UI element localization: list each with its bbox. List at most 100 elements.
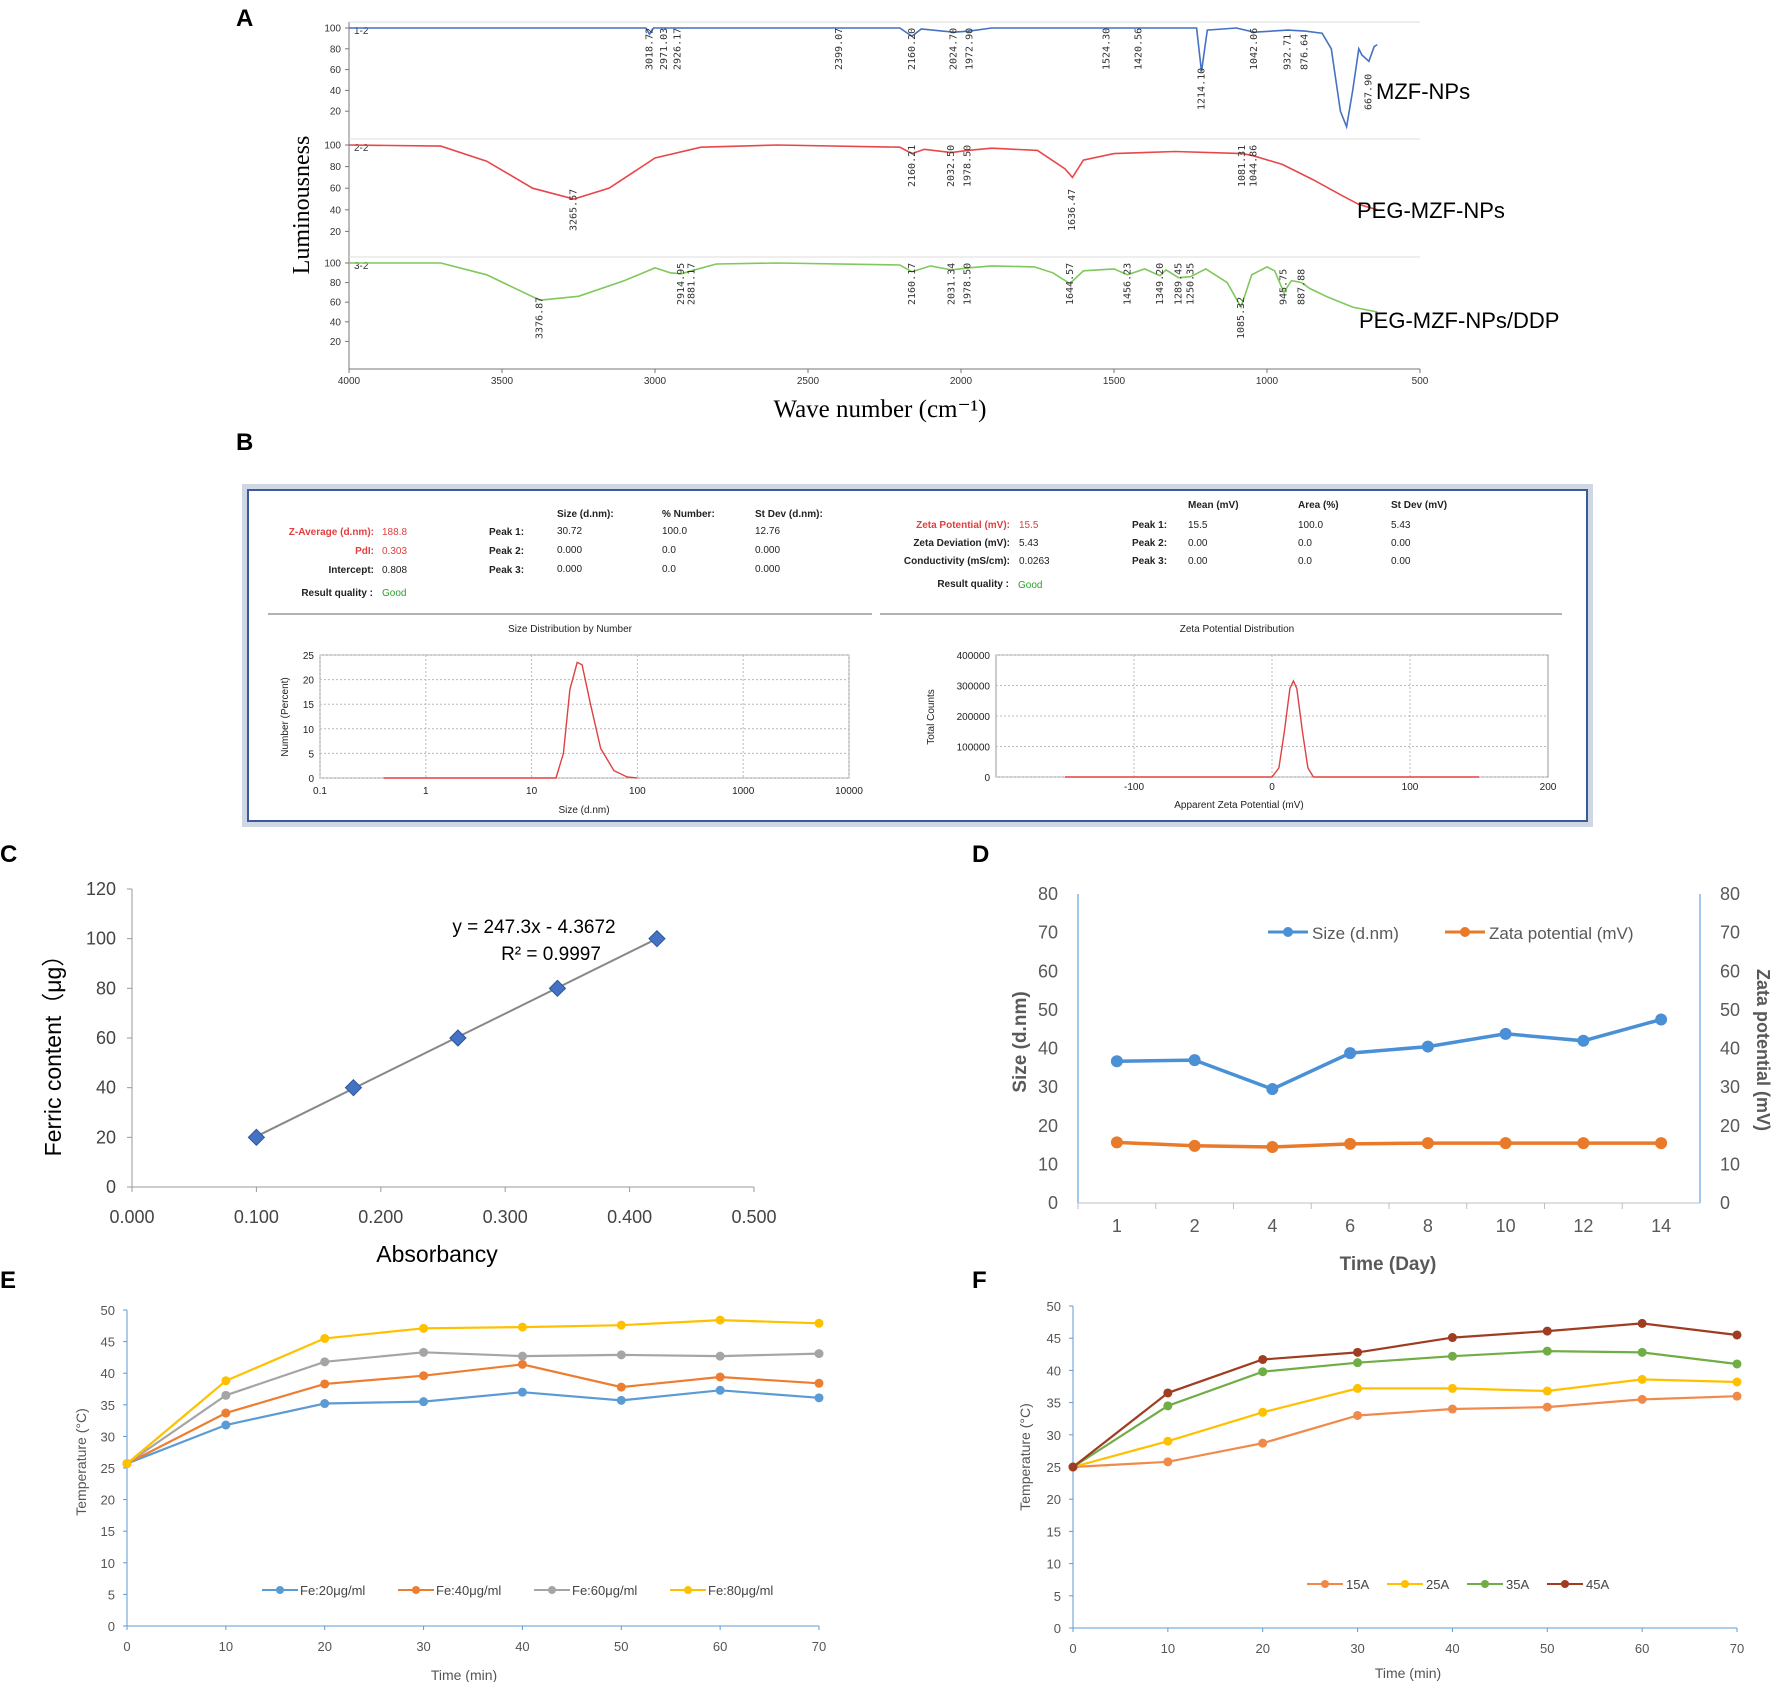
heating-e-series-line-2 bbox=[126, 1363, 820, 1465]
legend-fe60: Fe:60μg/ml bbox=[572, 1583, 637, 1598]
heating-f-series-point-1 bbox=[1447, 1404, 1457, 1414]
size-dist-curve bbox=[383, 661, 638, 779]
heating-f-series-point-1 bbox=[1258, 1438, 1268, 1448]
size-header-number: % Number: bbox=[662, 509, 715, 520]
size-quality-label: Result quality : bbox=[301, 588, 373, 599]
ftir-peak-label: 876.64 bbox=[1300, 34, 1311, 70]
heating-e-xtick: 10 bbox=[219, 1639, 233, 1654]
zeta-dist-title: Zeta Potential Distribution bbox=[1180, 624, 1295, 635]
heating-e-series-point-2 bbox=[715, 1372, 725, 1382]
size-dist-xtick: 0.1 bbox=[313, 786, 327, 797]
ftir-ytick-label: 100 bbox=[324, 24, 341, 35]
ftir-peak-label: 2160.21 bbox=[907, 145, 918, 187]
size-dist-xtick: 1 bbox=[423, 786, 429, 797]
heating-e-series-point-1 bbox=[221, 1420, 231, 1430]
heating-e-xtick: 20 bbox=[317, 1639, 331, 1654]
stability-series-line-1 bbox=[1116, 1017, 1662, 1091]
ftir-ytick-label: 20 bbox=[330, 337, 342, 348]
zeta-header-stdev: St Dev (mV) bbox=[1391, 500, 1447, 511]
heating-e-series-point-4 bbox=[122, 1459, 132, 1469]
calibration-y-label: Ferric content（μg） bbox=[40, 944, 66, 1157]
zeta-dist-ytick: 300000 bbox=[957, 682, 991, 693]
ftir-peak-label: 667.90 bbox=[1364, 74, 1375, 110]
stability-xtick: 4 bbox=[1267, 1216, 1277, 1236]
heating-f-xtick: 0 bbox=[1069, 1641, 1076, 1656]
stability-series-point-2 bbox=[1421, 1137, 1434, 1150]
ftir-ytick-label: 60 bbox=[330, 65, 342, 76]
heating-e-series-point-1 bbox=[715, 1385, 725, 1395]
stability-series-line-2 bbox=[1116, 1140, 1662, 1149]
stability-y2-label: Zata potential (mV) bbox=[1753, 969, 1772, 1131]
stability-y2tick: 20 bbox=[1720, 1116, 1740, 1136]
heating-e-series-point-3 bbox=[814, 1349, 824, 1359]
heating-f-series-point-2 bbox=[1353, 1383, 1363, 1393]
heating-f-ytick: 10 bbox=[1047, 1557, 1061, 1572]
heating-e-series-point-1 bbox=[814, 1393, 824, 1403]
size-peak3-size: 0.000 bbox=[557, 564, 582, 575]
size-dist-y-label: Number (Percent) bbox=[280, 677, 291, 756]
size-dist-xtick: 10000 bbox=[835, 786, 863, 797]
heating-e-ytick: 40 bbox=[101, 1366, 115, 1381]
panel-label-a: A bbox=[236, 5, 253, 32]
stability-series-point-1 bbox=[1266, 1083, 1279, 1096]
size-dist-ytick: 15 bbox=[303, 700, 315, 711]
zeta-peak2-stdev: 0.00 bbox=[1391, 538, 1411, 549]
stability-xtick: 12 bbox=[1573, 1216, 1593, 1236]
heating-f-series-point-4 bbox=[1732, 1330, 1742, 1340]
ftir-xtick-label: 500 bbox=[1412, 376, 1429, 387]
heating-e-ytick: 0 bbox=[108, 1619, 115, 1634]
size-peak1-size: 30.72 bbox=[557, 526, 582, 537]
stability-series-point-2 bbox=[1344, 1137, 1357, 1150]
heating-f-ytick: 45 bbox=[1047, 1331, 1061, 1346]
stability-xtick: 10 bbox=[1496, 1216, 1516, 1236]
calibration-ytick: 40 bbox=[96, 1078, 116, 1098]
zeta-peak1-area: 100.0 bbox=[1298, 520, 1323, 531]
heating-f-xtick: 20 bbox=[1255, 1641, 1269, 1656]
ftir-xtick-label: 3500 bbox=[491, 376, 514, 387]
size-dist-ytick: 20 bbox=[303, 676, 315, 687]
heating-f-series-point-1 bbox=[1732, 1391, 1742, 1401]
zeta-peak2-area: 0.0 bbox=[1298, 538, 1312, 549]
heating-e-x-label: Time (min) bbox=[431, 1667, 497, 1682]
ftir-peak-label: 1044.86 bbox=[1248, 145, 1259, 187]
stability-ytick: 10 bbox=[1038, 1154, 1058, 1174]
size-peak3-number: 0.0 bbox=[662, 564, 676, 575]
ftir-ytick-label: 80 bbox=[330, 162, 342, 173]
heating-f-series-point-4 bbox=[1163, 1388, 1173, 1398]
stability-legend: Size (d.nm) Zata potential (mV) bbox=[1268, 924, 1634, 943]
stability-series-point-2 bbox=[1188, 1139, 1201, 1152]
stability-legend-zeta: Zata potential (mV) bbox=[1489, 924, 1634, 943]
heating-f-series-line-3 bbox=[1072, 1349, 1738, 1468]
ftir-xtick-label: 4000 bbox=[338, 376, 361, 387]
heating-f-ytick: 30 bbox=[1047, 1428, 1061, 1443]
heating-e-series-point-2 bbox=[616, 1382, 626, 1392]
ftir-peak-label: 932.71 bbox=[1283, 34, 1294, 70]
stability-ytick: 80 bbox=[1038, 884, 1058, 904]
heating-e-series-point-4 bbox=[221, 1376, 231, 1386]
ftir-peak-label: 2024.70 bbox=[948, 28, 959, 70]
ftir-peak-label: 3376.87 bbox=[535, 297, 546, 339]
ftir-peak-label: 2399.07 bbox=[834, 28, 845, 70]
heating-f-xtick: 60 bbox=[1635, 1641, 1649, 1656]
heating-e-xtick: 0 bbox=[123, 1639, 130, 1654]
size-peak1-number: 100.0 bbox=[662, 526, 687, 537]
intercept-label: Intercept: bbox=[328, 565, 374, 576]
ftir-peak-label: 1420.56 bbox=[1133, 28, 1144, 70]
zeta-dist-xtick: 0 bbox=[1269, 782, 1275, 793]
stability-ytick: 20 bbox=[1038, 1116, 1058, 1136]
zeta-quality-value: Good bbox=[1018, 580, 1042, 591]
ftir-series-tag-3: 3-2 bbox=[354, 261, 369, 272]
stability-xtick: 6 bbox=[1345, 1216, 1355, 1236]
stability-ytick: 60 bbox=[1038, 961, 1058, 981]
heating-f-xtick: 40 bbox=[1445, 1641, 1459, 1656]
dls-report-panel: Size (d.nm): % Number: St Dev (d.nm): Z-… bbox=[242, 484, 1593, 827]
heating-e-series-point-1 bbox=[419, 1397, 429, 1407]
heating-e-series-line-1 bbox=[126, 1389, 820, 1465]
calibration-xtick: 0.100 bbox=[234, 1207, 279, 1227]
ftir-ytick-label: 60 bbox=[330, 298, 342, 309]
ftir-xtick-label: 3000 bbox=[644, 376, 667, 387]
heating-e-xtick: 70 bbox=[812, 1639, 826, 1654]
ftir-peak-label: 2971.03 bbox=[659, 28, 670, 70]
stability-series-point-2 bbox=[1499, 1137, 1512, 1150]
